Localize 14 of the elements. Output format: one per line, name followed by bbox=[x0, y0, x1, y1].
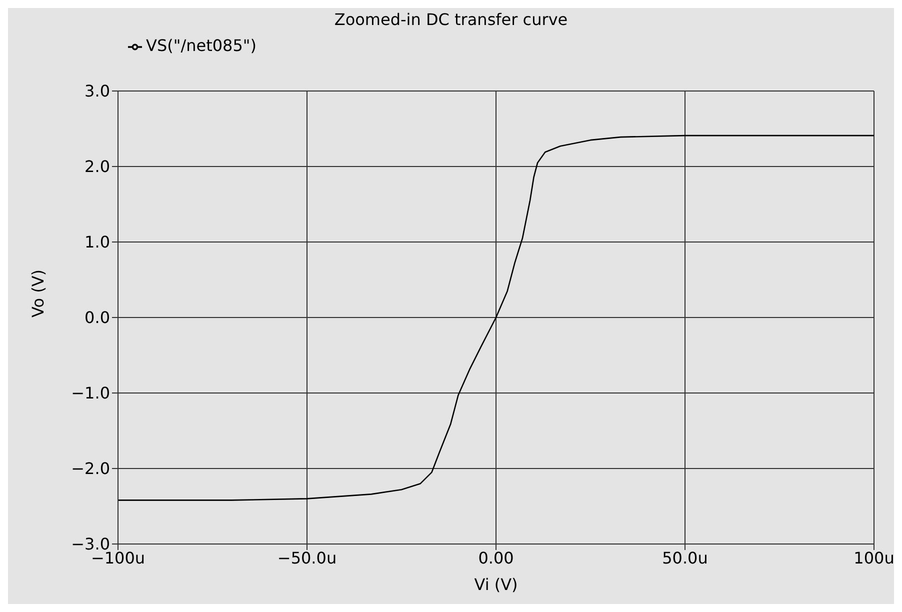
y-tick-label: 0.0 bbox=[84, 308, 110, 328]
chart-title: Zoomed-in DC transfer curve bbox=[333, 9, 569, 31]
x-tick-label: 0.00 bbox=[478, 548, 514, 568]
x-axis-title: Vi (V) bbox=[474, 575, 518, 594]
y-tick-label: 1.0 bbox=[84, 232, 110, 252]
legend-label: VS("/net085") bbox=[146, 36, 256, 55]
x-tick-label: 50.0u bbox=[662, 548, 708, 568]
x-tick-label: −50.0u bbox=[277, 548, 337, 568]
y-axis-title: Vo (V) bbox=[28, 269, 48, 318]
y-tick-label: 3.0 bbox=[84, 82, 110, 101]
y-tick-label: −2.0 bbox=[71, 459, 110, 478]
y-tick-label: −1.0 bbox=[71, 384, 110, 403]
x-tick-label: 100u bbox=[854, 548, 894, 568]
y-tick-label: 2.0 bbox=[84, 157, 110, 176]
